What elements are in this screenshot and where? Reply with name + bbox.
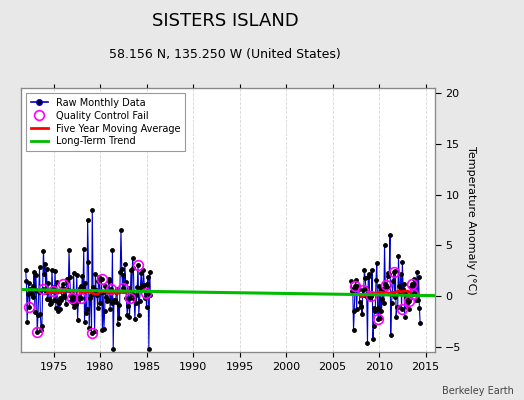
Text: SISTERS ISLAND: SISTERS ISLAND (152, 12, 299, 30)
Text: 58.156 N, 135.250 W (United States): 58.156 N, 135.250 W (United States) (110, 48, 341, 61)
Text: Berkeley Earth: Berkeley Earth (442, 386, 514, 396)
Y-axis label: Temperature Anomaly (°C): Temperature Anomaly (°C) (466, 146, 476, 294)
Legend: Raw Monthly Data, Quality Control Fail, Five Year Moving Average, Long-Term Tren: Raw Monthly Data, Quality Control Fail, … (26, 93, 185, 151)
